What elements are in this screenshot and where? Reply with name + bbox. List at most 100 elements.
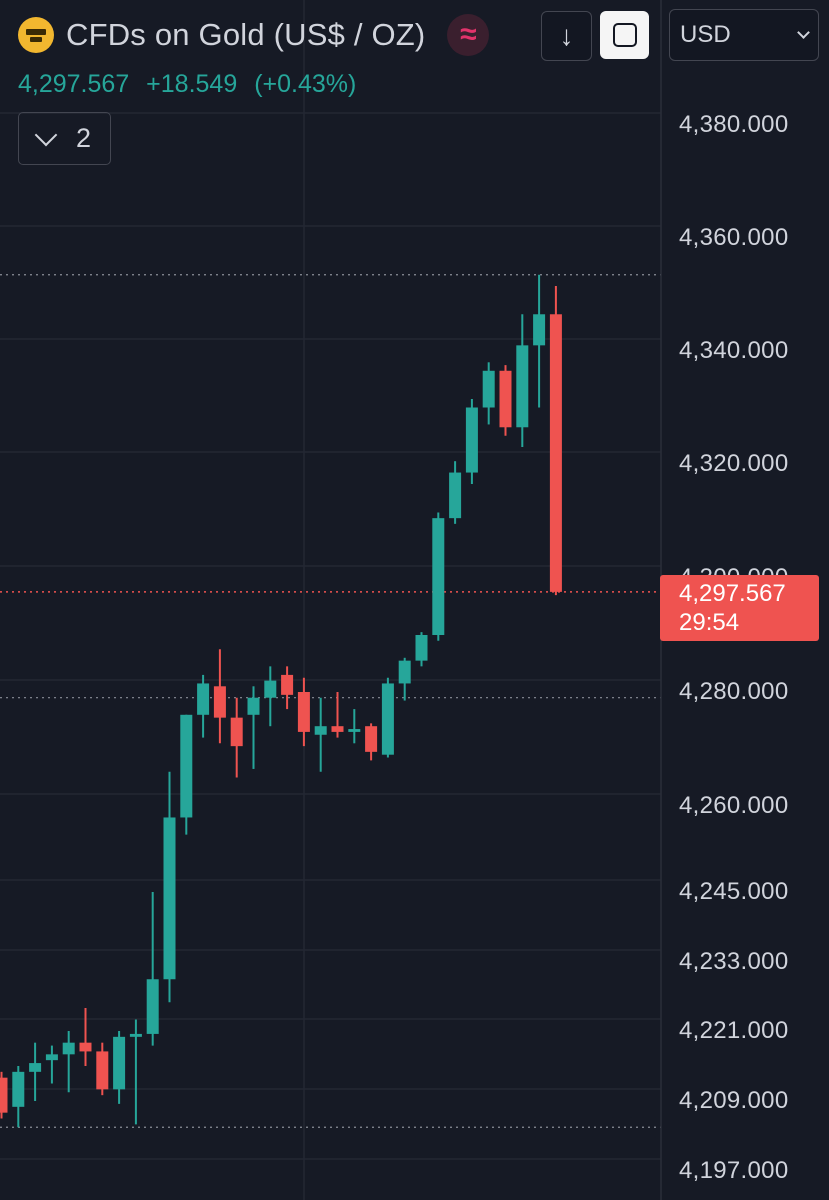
candle: [180, 714, 193, 835]
candle: [0, 1071, 8, 1119]
price-change: +18.549: [146, 70, 238, 98]
current-price-value: 4,297.567: [679, 580, 786, 607]
candle-body: [113, 1036, 126, 1090]
candle-body: [281, 674, 294, 695]
candle: [12, 1066, 25, 1128]
candle-body: [381, 683, 394, 755]
candle-body: [79, 1042, 92, 1052]
chevron-down-icon: [34, 123, 58, 146]
candle: [533, 274, 546, 408]
arrow-down-icon: ↓: [559, 20, 574, 51]
candle-body: [348, 729, 361, 732]
candle: [365, 723, 378, 761]
candle-body: [45, 1054, 58, 1061]
symbol-title[interactable]: CFDs on Gold (US$ / OZ): [66, 17, 426, 52]
candle: [45, 1045, 58, 1084]
candle: [314, 697, 327, 772]
candle: [79, 1008, 92, 1066]
frame-icon: [612, 23, 637, 47]
candle-body: [314, 726, 327, 735]
candle-body: [0, 1077, 8, 1113]
candles: [0, 274, 562, 1128]
candle: [230, 697, 243, 778]
candle: [549, 286, 562, 596]
price-axis-label: 4,209.000: [679, 1087, 789, 1114]
candle: [499, 365, 512, 436]
candle: [381, 677, 394, 758]
candle: [129, 1019, 142, 1125]
candle: [465, 399, 478, 484]
candle: [415, 632, 428, 667]
price-axis-label: 4,280.000: [679, 678, 789, 705]
candle-body: [180, 714, 193, 818]
price-axis-label: 4,245.000: [679, 878, 789, 905]
indicator-count: 2: [75, 123, 92, 153]
candle: [96, 1042, 109, 1096]
candle-body: [297, 692, 310, 732]
price-summary: 4,297.567 +18.549 (+0.43%): [18, 70, 366, 99]
price-axis-label: 4,197.000: [679, 1157, 789, 1184]
candle-body: [432, 518, 445, 635]
candle-body: [129, 1033, 142, 1037]
candle-body: [449, 472, 462, 519]
price-axis-label: 4,260.000: [679, 792, 789, 819]
candle: [398, 657, 411, 701]
candle-body: [213, 686, 226, 718]
candle-body: [29, 1063, 42, 1072]
indicators-toggle-button[interactable]: 2: [18, 112, 111, 165]
current-price-tag: 4,297.567 29:54: [660, 575, 819, 641]
candle: [29, 1042, 42, 1101]
candle: [331, 692, 344, 738]
price-change-pct: (+0.43%): [254, 70, 357, 98]
symbol-header: CFDs on Gold (US$ / OZ) ≈: [18, 14, 490, 56]
candle-body: [62, 1042, 75, 1055]
reference-lines: [0, 274, 661, 1128]
candle: [146, 892, 159, 1046]
candle: [113, 1031, 126, 1104]
candle: [264, 666, 277, 727]
frame-button[interactable]: [600, 11, 649, 59]
candle-body: [331, 726, 344, 732]
candle: [432, 512, 445, 641]
chart-grid: [0, 0, 661, 1200]
wave-icon[interactable]: ≈: [447, 14, 490, 56]
candle: [516, 314, 529, 448]
candle-body: [264, 680, 277, 698]
candle: [297, 677, 310, 747]
candle: [449, 461, 462, 524]
candle: [348, 709, 361, 744]
candle-body: [482, 370, 495, 408]
price-axis-label: 4,233.000: [679, 948, 789, 975]
price-axis-label: 4,340.000: [679, 337, 789, 364]
price-axis-label: 4,320.000: [679, 450, 789, 477]
candle-body: [230, 717, 243, 747]
currency-select[interactable]: USD: [669, 9, 819, 61]
candle: [247, 686, 260, 769]
candle-body: [549, 314, 562, 592]
price-axis-label: 4,380.000: [679, 111, 789, 138]
candle-body: [415, 635, 428, 661]
candle-body: [12, 1071, 25, 1107]
candle-body: [146, 979, 159, 1034]
last-price: 4,297.567: [18, 70, 130, 98]
chevron-down-icon: [797, 26, 810, 39]
gold-bars-icon: [18, 17, 54, 53]
price-axis-label: 4,360.000: [679, 224, 789, 251]
candle: [197, 674, 210, 738]
candle: [281, 666, 294, 710]
candle-body: [197, 683, 210, 715]
currency-value: USD: [680, 21, 731, 48]
candle-body: [398, 660, 411, 684]
candle-body: [247, 697, 260, 715]
arrow-down-button[interactable]: ↓: [541, 11, 592, 61]
bar-countdown: 29:54: [679, 609, 740, 636]
candle: [163, 771, 176, 1003]
candle-body: [499, 370, 512, 428]
candle-body: [465, 407, 478, 473]
candle: [213, 649, 226, 744]
price-axis-label: 4,221.000: [679, 1017, 789, 1044]
candle-body: [516, 345, 529, 428]
candle-body: [365, 726, 378, 752]
candle: [62, 1031, 75, 1093]
